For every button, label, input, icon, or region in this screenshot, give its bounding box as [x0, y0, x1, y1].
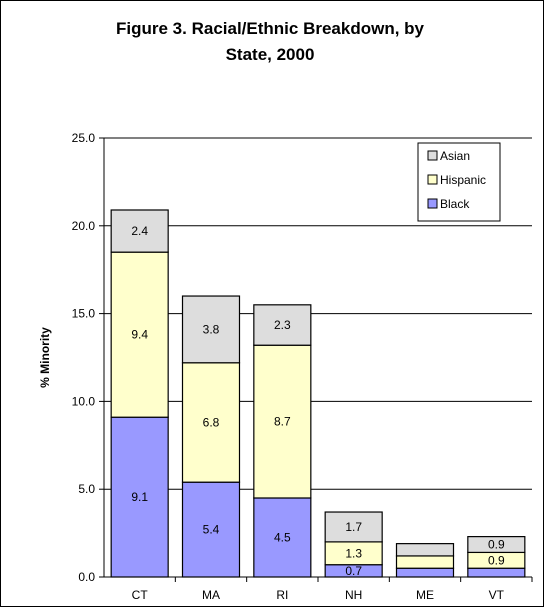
- bar-segment-hispanic-ct: [110, 251, 169, 418]
- chart-title: Figure 3. Racial/Ethnic Breakdown, by St…: [20, 16, 520, 68]
- x-tick-label-ct: CT: [132, 588, 149, 602]
- y-axis-label: % Minority: [38, 327, 52, 388]
- data-label-hispanic-ma: 6.8: [203, 415, 220, 429]
- bar-segment-asian-ri: [253, 304, 312, 346]
- data-label-hispanic-nh: 1.3: [345, 546, 362, 560]
- bar-segment-black-ct: [110, 416, 169, 578]
- data-label-black-nh: 0.7: [345, 564, 362, 578]
- legend-swatch-asian: [427, 150, 438, 161]
- data-label-asian-ct: 2.4: [131, 224, 148, 238]
- legend-swatch-black: [427, 198, 438, 209]
- data-label-black-ri: 4.5: [274, 530, 291, 544]
- data-label-asian-ri: 2.3: [274, 318, 291, 332]
- bar-segment-black-vt: [467, 567, 526, 578]
- bar-segment-asian-vt: [467, 536, 526, 554]
- data-label-black-ct: 9.1: [131, 490, 148, 504]
- bar-segment-hispanic-ri: [253, 344, 312, 499]
- y-tick-label: 20.0: [72, 219, 96, 233]
- bar-segment-asian-ct: [110, 209, 169, 253]
- chart-title-line1: Figure 3. Racial/Ethnic Breakdown, by: [116, 19, 424, 38]
- chart-title-line2: State, 2000: [225, 45, 315, 64]
- x-tick-label-nh: NH: [345, 588, 362, 602]
- y-tick-label: 10.0: [72, 394, 96, 408]
- legend-label-hispanic: Hispanic: [440, 173, 486, 187]
- bar-segment-hispanic-ma: [181, 362, 241, 483]
- data-label-hispanic-ri: 8.7: [274, 415, 291, 429]
- y-tick-label: 5.0: [78, 482, 95, 496]
- data-label-black-ma: 5.4: [203, 523, 220, 537]
- bar-segment-black-me: [395, 567, 455, 578]
- y-tick-label: 25.0: [72, 131, 96, 145]
- x-tick-label-ma: MA: [202, 588, 220, 602]
- legend-label-asian: Asian: [440, 149, 470, 163]
- data-label-hispanic-ct: 9.4: [131, 328, 148, 342]
- data-label-hispanic-vt: 0.9: [488, 553, 505, 567]
- x-tick-label-vt: VT: [489, 588, 505, 602]
- bar-segment-hispanic-me: [395, 555, 455, 569]
- bar-segment-black-ma: [181, 481, 241, 578]
- bar-segment-asian-nh: [324, 511, 383, 543]
- bar-segment-black-ri: [253, 497, 312, 578]
- bar-segment-asian-ma: [181, 295, 241, 364]
- y-tick-label: 15.0: [72, 307, 96, 321]
- legend-swatch-hispanic: [427, 174, 438, 185]
- y-tick-label: 0.0: [78, 570, 95, 584]
- bar-segment-asian-me: [395, 543, 455, 557]
- data-label-asian-vt: 0.9: [488, 538, 505, 552]
- data-label-asian-ma: 3.8: [203, 322, 220, 336]
- x-tick-label-ri: RI: [276, 588, 288, 602]
- legend-label-black: Black: [440, 197, 470, 211]
- data-label-asian-nh: 1.7: [345, 520, 362, 534]
- x-tick-label-me: ME: [416, 588, 434, 602]
